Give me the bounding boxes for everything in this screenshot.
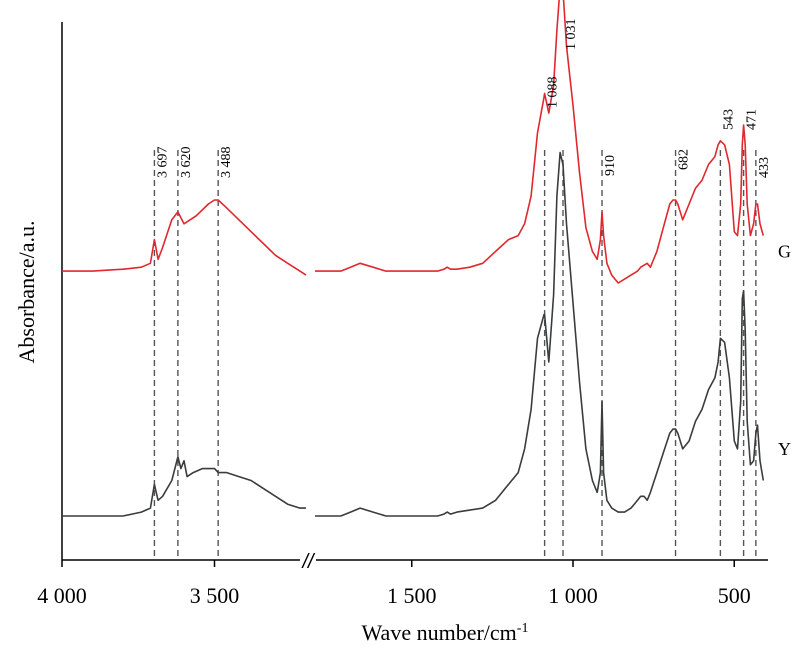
- peak-label-0: 3 697: [155, 147, 170, 179]
- peak-label-4: 1 031: [564, 19, 579, 51]
- x-tick-label-0: 4 000: [37, 583, 87, 608]
- x-tick-label-3: 1 000: [548, 583, 598, 608]
- series-lines: [62, 0, 765, 517]
- x-ticks: 4 000 3 500 1 500 1 000 500: [37, 560, 751, 608]
- x-tick-label-1: 3 500: [190, 583, 240, 608]
- peak-guide-lines: [153, 150, 757, 560]
- peak-label-9: 433: [757, 157, 772, 178]
- series-line-G: [62, 0, 765, 284]
- peak-label-5: 910: [603, 155, 618, 176]
- axes: //: [61, 22, 768, 573]
- peak-label-3: 1 088: [546, 77, 561, 109]
- x-axis-title-text: Wave number/cm: [362, 620, 517, 645]
- x-tick-label-2: 1 500: [387, 583, 437, 608]
- peak-label-7: 543: [721, 109, 736, 130]
- series-name-labels: GY: [778, 242, 791, 460]
- series-line-Y: [62, 151, 765, 517]
- peak-labels: 3 697 3 620 3 488 1 088 1 031 910 682 543 471 433: [155, 19, 772, 179]
- series-label-G: G: [778, 242, 791, 262]
- series-label-Y: Y: [778, 439, 791, 459]
- peak-label-6: 682: [677, 149, 692, 170]
- y-axis-title: Absorbance/a.u.: [14, 221, 39, 364]
- x-axis-title: Wave number/cm-1: [362, 620, 529, 645]
- x-tick-label-4: 500: [718, 583, 751, 608]
- axis-break-mark: //: [300, 551, 316, 573]
- peak-label-8: 471: [745, 109, 760, 130]
- peak-label-2: 3 488: [219, 147, 234, 179]
- peak-label-1: 3 620: [179, 147, 194, 179]
- x-axis-title-superscript: -1: [517, 621, 529, 636]
